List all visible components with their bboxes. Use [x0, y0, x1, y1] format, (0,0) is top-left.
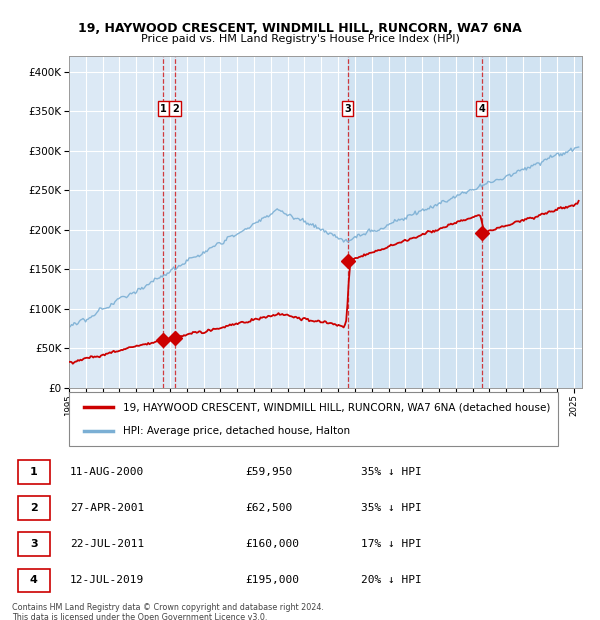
- Text: HPI: Average price, detached house, Halton: HPI: Average price, detached house, Halt…: [123, 426, 350, 436]
- Text: 1: 1: [160, 104, 167, 113]
- Text: 4: 4: [478, 104, 485, 113]
- Text: £59,950: £59,950: [245, 467, 292, 477]
- Text: £62,500: £62,500: [245, 503, 292, 513]
- Text: 19, HAYWOOD CRESCENT, WINDMILL HILL, RUNCORN, WA7 6NA: 19, HAYWOOD CRESCENT, WINDMILL HILL, RUN…: [78, 22, 522, 35]
- Text: 22-JUL-2011: 22-JUL-2011: [70, 539, 145, 549]
- Text: 17% ↓ HPI: 17% ↓ HPI: [361, 539, 422, 549]
- FancyBboxPatch shape: [18, 569, 50, 592]
- FancyBboxPatch shape: [18, 460, 50, 484]
- Text: 3: 3: [344, 104, 351, 113]
- FancyBboxPatch shape: [18, 496, 50, 520]
- Text: 2: 2: [30, 503, 38, 513]
- Text: 20% ↓ HPI: 20% ↓ HPI: [361, 575, 422, 585]
- Text: 4: 4: [30, 575, 38, 585]
- Text: 35% ↓ HPI: 35% ↓ HPI: [361, 467, 422, 477]
- Text: 3: 3: [30, 539, 38, 549]
- Text: 11-AUG-2000: 11-AUG-2000: [70, 467, 145, 477]
- Text: 19, HAYWOOD CRESCENT, WINDMILL HILL, RUNCORN, WA7 6NA (detached house): 19, HAYWOOD CRESCENT, WINDMILL HILL, RUN…: [123, 402, 550, 412]
- Text: 35% ↓ HPI: 35% ↓ HPI: [361, 503, 422, 513]
- Text: £160,000: £160,000: [245, 539, 299, 549]
- Text: 27-APR-2001: 27-APR-2001: [70, 503, 145, 513]
- FancyBboxPatch shape: [69, 392, 558, 446]
- Text: 2: 2: [172, 104, 179, 113]
- Text: Contains HM Land Registry data © Crown copyright and database right 2024.
This d: Contains HM Land Registry data © Crown c…: [12, 603, 324, 620]
- Text: 1: 1: [30, 467, 38, 477]
- FancyBboxPatch shape: [18, 533, 50, 556]
- Polygon shape: [347, 56, 582, 388]
- Text: 12-JUL-2019: 12-JUL-2019: [70, 575, 145, 585]
- Text: Price paid vs. HM Land Registry's House Price Index (HPI): Price paid vs. HM Land Registry's House …: [140, 34, 460, 44]
- Text: £195,000: £195,000: [245, 575, 299, 585]
